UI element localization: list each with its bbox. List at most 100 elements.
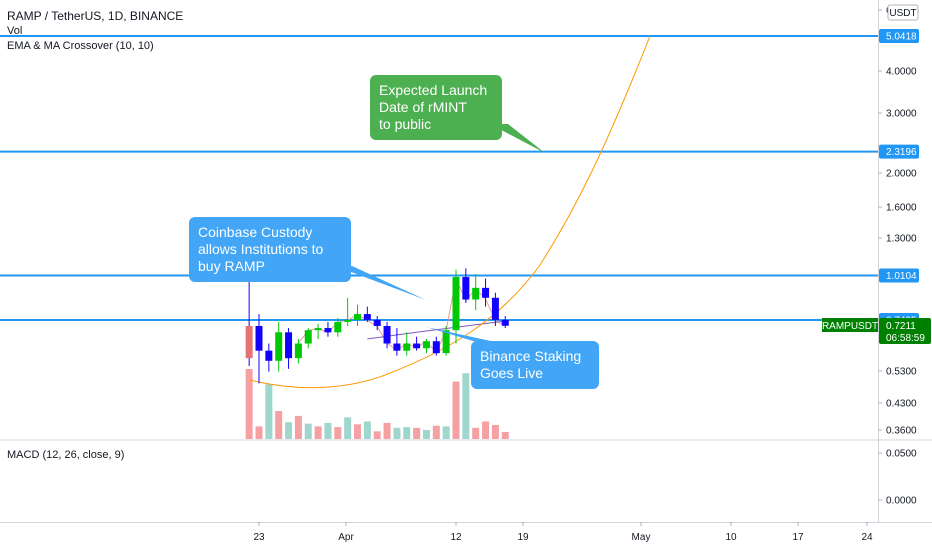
macd-tick-label: 0.0000 [886, 496, 917, 507]
candle-body [373, 319, 381, 326]
candle-body [462, 277, 470, 300]
volume-bar [304, 423, 312, 439]
volume-bar [501, 432, 509, 439]
symbol-tag-bg [822, 318, 878, 332]
indicator-legend[interactable]: EMA & MA Crossover (10, 10) [7, 40, 154, 52]
volume-bar [482, 421, 490, 439]
time-tick-label: May [632, 532, 651, 543]
candle-body [314, 328, 322, 331]
volume-bar [275, 411, 283, 439]
price-tick-label: 1.6000 [886, 203, 917, 214]
price-axis[interactable]: 64.00003.00002.00001.60001.30000.53000.4… [878, 6, 917, 437]
volume-bar [452, 381, 460, 439]
callout-line: allows Institutions to [198, 241, 324, 257]
candle-body [275, 332, 283, 361]
macd-axis: 0.0500 0.0000 [878, 449, 917, 507]
volume-bar [285, 422, 293, 439]
callout-line: to public [379, 116, 432, 132]
level-tag-bg [879, 144, 919, 159]
candle-body [245, 325, 253, 359]
price-tick-label: 1.3000 [886, 234, 917, 245]
callout-line: Expected Launch [379, 82, 488, 98]
current-price-text: 0.7211 [886, 321, 916, 332]
volume-bar [324, 422, 332, 439]
callout-line: Date of rMINT [379, 99, 467, 115]
price-tick-label: 2.0000 [886, 169, 917, 180]
macd-legend[interactable]: MACD (12, 26, close, 9) [7, 449, 125, 461]
time-tick-label: 12 [450, 532, 462, 543]
volume-bar [432, 425, 440, 439]
candle-body [265, 350, 273, 361]
time-tick-label: 23 [253, 532, 265, 543]
time-axis[interactable]: 23 Apr 12 19 May 10 17 24 [253, 522, 873, 543]
candle-body [363, 314, 371, 320]
vol-legend[interactable]: Vol [7, 25, 23, 37]
volume-bar [265, 384, 273, 439]
candle-body [393, 343, 401, 351]
horizontal-levels[interactable] [0, 35, 878, 321]
candle-body [491, 297, 499, 320]
volume-bar [245, 369, 253, 439]
price-tick-label: 0.4300 [886, 399, 917, 410]
callout-line: Coinbase Custody [198, 224, 313, 240]
candle-body [482, 287, 490, 298]
volume-bar [403, 427, 411, 439]
volume-bar [462, 373, 470, 439]
volume-bar [442, 426, 450, 439]
volume-bar [255, 426, 263, 439]
volume-bar [363, 421, 371, 439]
candle-body [413, 343, 421, 349]
level-tag-label: 1.0104 [886, 271, 917, 282]
price-tick-label: 4.0000 [886, 67, 917, 78]
level-tag-label: 2.3196 [886, 147, 917, 158]
candlesticks [245, 268, 509, 384]
currency-badge[interactable]: USDT [889, 8, 916, 19]
coinbase-callout-pointer [335, 266, 426, 300]
ema-line [298, 276, 506, 354]
candle-body [452, 277, 460, 331]
candle-body [472, 287, 480, 300]
candle-body [432, 341, 440, 354]
candle-body [344, 319, 352, 322]
countdown-text: 06:58:59 [886, 333, 925, 344]
volume-bar [344, 417, 352, 439]
staking-callout-pointer [426, 327, 500, 343]
candle-body [354, 314, 361, 320]
level-tag-label: 5.0418 [886, 32, 917, 43]
candle-body [422, 341, 430, 349]
volume-bar [383, 422, 391, 439]
time-tick-label: 19 [517, 532, 529, 543]
level-tag-bg [879, 268, 919, 283]
callout-line: Goes Live [480, 365, 544, 381]
candle-body [501, 319, 509, 326]
candle-body [403, 343, 411, 351]
symbol-title[interactable]: RAMP / TetherUS, 1D, BINANCE [7, 9, 184, 23]
price-tick-label: 0.5300 [886, 367, 917, 378]
current-price-bg [879, 318, 931, 344]
candle-body [383, 325, 391, 344]
volume-bar [393, 427, 401, 439]
rmint-callout[interactable]: Expected Launch Date of rMINT to public [370, 75, 502, 140]
time-tick-label: 17 [792, 532, 804, 543]
candle-body [324, 328, 332, 333]
coinbase-callout[interactable]: Coinbase Custody allows Institutions to … [189, 217, 351, 282]
candle-body [304, 330, 312, 344]
volume-bar [334, 427, 342, 439]
callout-line: buy RAMP [198, 258, 265, 274]
volume-bar [413, 427, 421, 439]
time-tick-label: 10 [725, 532, 737, 543]
level-tag-bg [879, 29, 919, 43]
volume-bars [245, 369, 509, 439]
volume-bar [491, 425, 499, 439]
price-tick-label: 3.0000 [886, 109, 917, 120]
candle-body [294, 343, 302, 359]
currency-badge-bg[interactable] [887, 4, 919, 21]
callout-line: Binance Staking [480, 348, 582, 364]
volume-bar [354, 424, 361, 439]
candle-body [334, 321, 342, 333]
volume-bar [373, 431, 381, 439]
staking-callout[interactable]: Binance Staking Goes Live [471, 341, 599, 389]
volume-bar [314, 426, 322, 439]
price-tick-label: 0.3600 [886, 426, 917, 437]
